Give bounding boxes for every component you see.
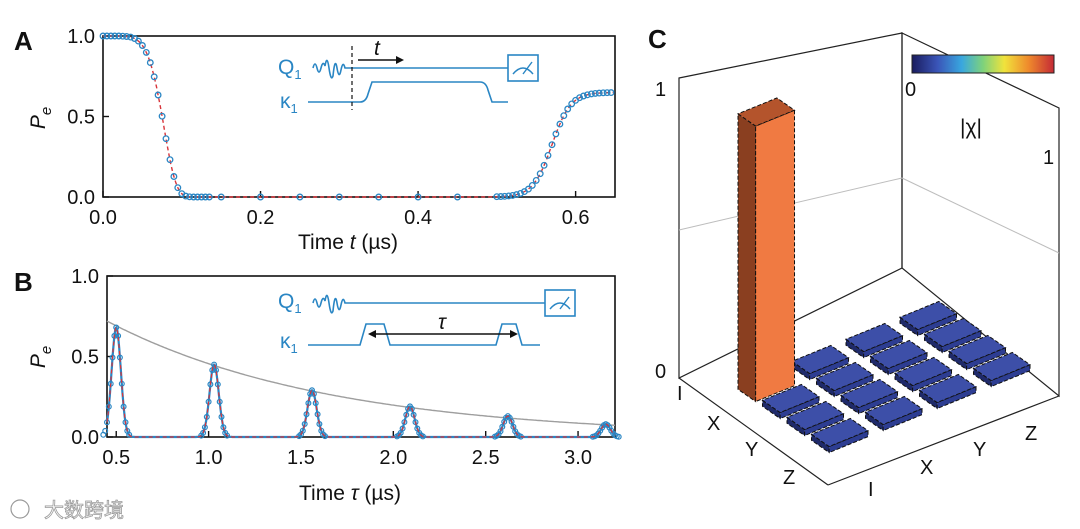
panel-b-xtick-label: 2.5 (472, 447, 500, 469)
panel-a-ylabel: Pe (27, 107, 55, 129)
panel-b-xtick-label: 1.0 (195, 447, 223, 469)
row-label-i: I (677, 383, 683, 405)
panel-a-ytick-label: 0.5 (67, 107, 95, 129)
colorbar-min-label: 0 (905, 79, 916, 101)
panel-a-letter: A (14, 26, 33, 56)
panel-a: A 0.0 0.2 0.4 0.6 0.0 0.5 1.0 Pe Time t (µs) Q… (14, 26, 615, 254)
inset-b-pulse-wave (313, 295, 350, 312)
colorbar-title: |χ| (960, 116, 982, 139)
panel-a-ytick-label: 0.0 (67, 187, 95, 209)
panel-b-inset-diagram: Q1 κ1 τ (278, 290, 575, 356)
panel-b-letter: B (14, 267, 33, 297)
panel-a-inset-diagram: Q1 κ1 t (278, 37, 538, 116)
panel-a-xtick-label: 0.0 (89, 207, 117, 229)
figure: A 0.0 0.2 0.4 0.60.00.51.0 Pe Time t (µs) Q… (0, 0, 1080, 529)
panel-b-xtick-label: 1.5 (287, 447, 315, 469)
inset-a-kappa-label: κ1 (280, 90, 298, 116)
inset-a-pulse-wave (313, 60, 350, 77)
panel-b: B 0.5 1.0 1.5 2.0 2.5 3.00.00.51.0 Pe Time τ … (14, 266, 621, 505)
colorbar: 0 1 |χ| (905, 55, 1054, 169)
panel-a-data-point (530, 183, 536, 189)
inset-a-q-label: Q1 (278, 56, 302, 82)
watermark-text: 大数跨境 (44, 498, 124, 522)
panel-b-axes-frame (107, 276, 615, 437)
chi-bar-II (738, 98, 795, 402)
panel-b-ytick-label: 1.0 (71, 266, 99, 288)
colorbar-max-label: 1 (1043, 147, 1054, 169)
col-label-y: Y (973, 439, 986, 461)
z-tick-0: 0 (655, 361, 666, 383)
col-label-z: Z (1025, 423, 1037, 445)
panel-b-ytick-label: 0.0 (71, 427, 99, 449)
panel-a-xtick-label: 0.4 (404, 207, 432, 229)
panel-b-xtick-label: 0.5 (102, 447, 130, 469)
svg-text:Pe: Pe (27, 107, 55, 129)
panel-a-xtick-label: 0.2 (247, 207, 275, 229)
arrow-right-icon (510, 330, 518, 338)
panel-a-xtick-label: 0.6 (562, 207, 590, 229)
panel-a-data-point (537, 171, 543, 177)
watermark-logo-icon (11, 500, 29, 518)
panel-b-ylabel: Pe (27, 346, 55, 368)
panel-b-xlabel: Time τ (µs) (299, 482, 401, 505)
panel-b-xtick-label: 2.0 (379, 447, 407, 469)
inset-b-q-label: Q1 (278, 290, 302, 316)
row-label-z: Z (783, 467, 795, 489)
panel-a-ytick-label: 1.0 (67, 26, 95, 48)
panel-b-xtick-label: 3.0 (564, 447, 592, 469)
svg-text:Pe: Pe (27, 346, 55, 368)
panel-a-data-point (533, 178, 539, 184)
panel-b-ytick-label: 0.5 (71, 347, 99, 369)
col-label-x: X (920, 457, 933, 479)
panel-a-data-point (565, 106, 571, 112)
inset-b-arrow-label: τ (438, 311, 447, 334)
colorbar-gradient (912, 55, 1054, 73)
inset-a-arrow-label: t (374, 37, 381, 60)
arrow-head-icon (396, 56, 404, 64)
row-label-x: X (707, 413, 720, 435)
panel-c: C 1 0 I X Y Z I X Y Z 0 1 |χ| (648, 24, 1059, 501)
panel-c-bars (738, 98, 1030, 453)
inset-a-kappa-pulse (308, 82, 508, 102)
col-label-i: I (868, 479, 874, 501)
panel-c-letter: C (648, 24, 667, 54)
row-label-y: Y (745, 439, 758, 461)
panel-a-data-point (561, 113, 567, 119)
watermark: 大数跨境 (11, 498, 124, 522)
panel-a-xlabel: Time t (µs) (298, 231, 398, 254)
panel-b-envelope (107, 321, 615, 425)
inset-b-kappa-label: κ1 (280, 330, 298, 356)
panel-a-data-point (553, 131, 559, 137)
z-tick-1: 1 (655, 79, 666, 101)
arrow-left-icon (368, 330, 376, 338)
